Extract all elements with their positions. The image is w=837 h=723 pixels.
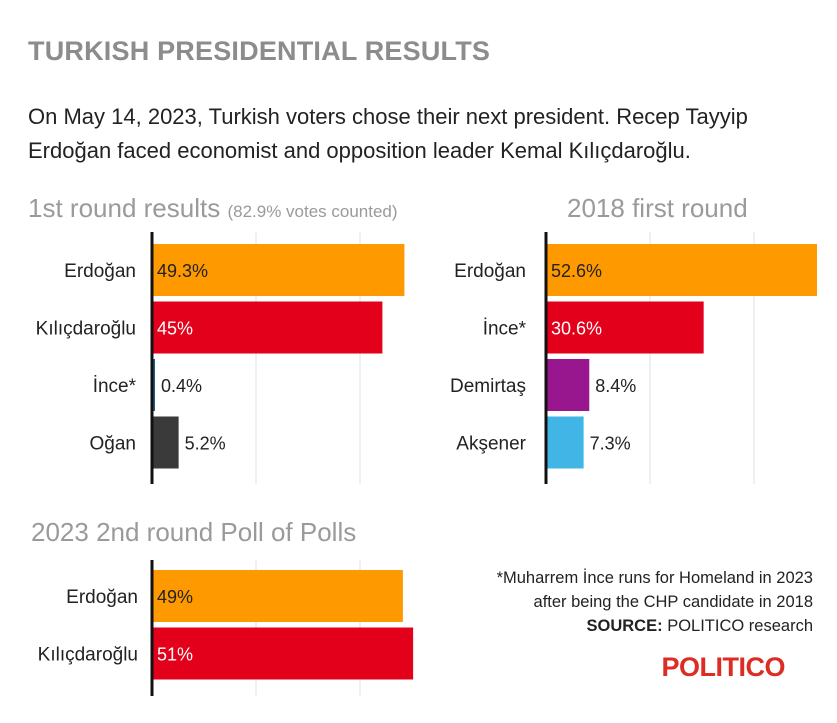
chart-2-title: 2018 first round <box>567 193 748 223</box>
value-label: 30.6% <box>551 319 602 339</box>
category-label: Erdoğan <box>66 587 138 608</box>
chart-3-title: 2023 2nd round Poll of Polls <box>31 517 357 547</box>
bar <box>546 416 584 469</box>
page-title: TURKISH PRESIDENTIAL RESULTS <box>28 36 491 66</box>
value-label: 52.6% <box>551 261 602 281</box>
footnote-line-2: after being the CHP candidate in 2018 <box>533 593 813 611</box>
category-label: İnce* <box>483 319 527 340</box>
category-label: Oğan <box>90 434 136 455</box>
chart-1-title-note: (82.9% votes counted) <box>227 202 398 221</box>
value-label: 51% <box>157 645 193 665</box>
chart-2018-first-round: Erdoğan 52.6% İnce* 30.6% Demirtaş 8.4% Akşene… <box>450 232 817 484</box>
category-label: Kılıçdaroğlu <box>36 319 136 340</box>
source-text: POLITICO research <box>667 617 813 635</box>
bar <box>152 244 405 296</box>
value-label: 45% <box>157 319 193 339</box>
category-label: Kılıçdaroğlu <box>38 645 138 666</box>
chart-2nd-round-polls: Erdoğan 49% Kılıçdaroğlu 51% <box>38 560 414 696</box>
value-label: 7.3% <box>590 434 631 454</box>
bar <box>152 301 383 354</box>
source-line: SOURCE: POLITICO research <box>413 614 813 638</box>
politico-logo: POLITICO <box>661 652 786 682</box>
footnote: *Muharrem İnce runs for Homeland in 2023… <box>413 566 813 638</box>
category-label: İnce* <box>93 376 137 397</box>
bar <box>152 627 414 680</box>
category-label: Erdoğan <box>454 261 526 282</box>
value-label: 49% <box>157 587 193 607</box>
value-label: 5.2% <box>185 434 226 454</box>
value-label: 8.4% <box>595 376 636 396</box>
bar <box>546 244 817 296</box>
value-label: 49.3% <box>157 261 208 281</box>
source-label: SOURCE: <box>586 617 663 635</box>
footnote-line-1: *Muharrem İnce runs for Homeland in 2023 <box>496 569 813 587</box>
category-label: Erdoğan <box>64 261 136 282</box>
chart-1st-round: Erdoğan 49.3% Kılıçdaroğlu 45% İnce* 0.4% Oğan… <box>36 232 405 484</box>
bar <box>152 416 179 469</box>
chart-1-title: 1st round results (82.9% votes counted) <box>28 193 398 224</box>
page-subtitle: On May 14, 2023, Turkish voters chose th… <box>28 104 748 163</box>
bar <box>152 570 403 622</box>
category-label: Akşener <box>456 434 526 455</box>
chart-1-title-text: 1st round results <box>28 193 221 223</box>
bar <box>546 301 704 354</box>
value-label: 0.4% <box>161 376 202 396</box>
bar <box>546 359 590 411</box>
category-label: Demirtaş <box>450 376 526 397</box>
